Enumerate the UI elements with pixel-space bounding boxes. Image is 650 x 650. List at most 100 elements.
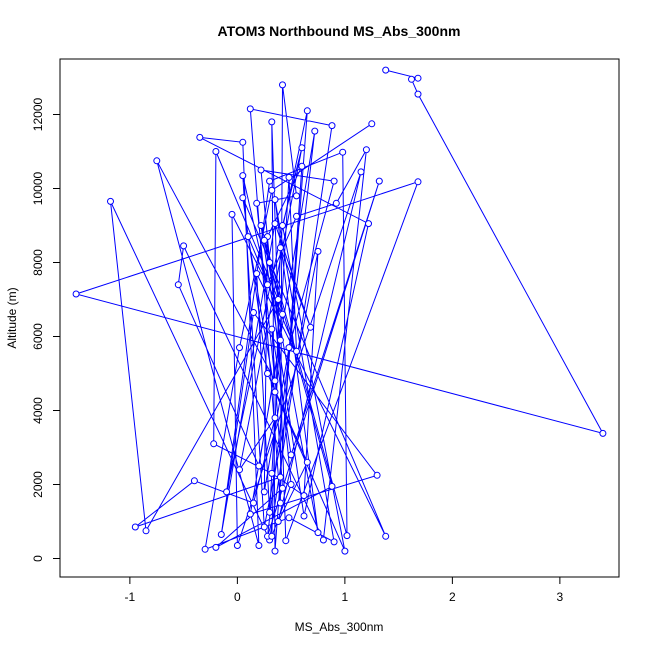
data-point: [339, 148, 347, 156]
data-point: [343, 532, 351, 540]
data-point: [174, 281, 182, 289]
data-point: [408, 75, 415, 83]
data-point: [276, 473, 284, 481]
y-tick-label: 10000: [31, 171, 45, 205]
x-tick-label: 1: [342, 590, 349, 604]
data-point: [236, 466, 243, 474]
data-point: [260, 523, 268, 531]
data-point: [287, 451, 295, 459]
data-point: [303, 458, 311, 466]
plot-area: [72, 66, 607, 555]
data-point: [266, 177, 274, 185]
data-point: [210, 440, 218, 448]
data-point: [276, 336, 284, 344]
data-point: [279, 310, 286, 318]
data-point: [279, 81, 286, 89]
x-axis: -1 0 1 2 3: [125, 576, 564, 604]
data-point: [268, 118, 276, 126]
data-point: [271, 196, 279, 204]
data-point: [382, 66, 390, 74]
x-axis-label: MS_Abs_300nm: [295, 620, 384, 634]
data-point: [330, 177, 338, 185]
data-point: [246, 105, 254, 113]
data-point: [228, 210, 236, 218]
data-point: [414, 178, 422, 186]
data-point: [311, 127, 319, 135]
data-point: [300, 512, 308, 520]
y-axis: 0 2000 4000 6000 8000 10000 12000: [31, 97, 61, 562]
data-point: [257, 166, 265, 174]
data-point: [244, 233, 252, 241]
data-point: [271, 547, 279, 555]
data-point: [373, 471, 381, 479]
data-point: [257, 222, 265, 229]
data-point: [271, 220, 279, 228]
data-point: [239, 138, 247, 146]
data-point: [271, 377, 279, 385]
data-point: [274, 518, 282, 525]
data-point: [307, 323, 314, 331]
data-point: [285, 173, 293, 181]
data-point: [365, 220, 372, 228]
data-point: [368, 120, 376, 128]
y-tick-label: 6000: [31, 323, 45, 350]
data-point: [260, 236, 268, 244]
data-point: [300, 492, 308, 500]
data-point: [268, 186, 276, 194]
data-point: [328, 122, 336, 130]
data-point: [330, 538, 338, 546]
data-point: [131, 523, 139, 531]
data-point: [414, 90, 422, 98]
data-point: [72, 290, 80, 298]
data-point: [382, 532, 390, 540]
data-point: [282, 537, 290, 545]
data-point: [285, 514, 293, 522]
data-point: [266, 508, 274, 516]
data-point: [260, 488, 268, 496]
data-point: [274, 296, 282, 303]
data-point: [332, 199, 340, 207]
x-tick-label: 2: [449, 590, 456, 604]
y-tick-label: 2000: [31, 471, 45, 498]
data-point: [246, 510, 254, 518]
y-axis-label: Altitude (m): [5, 287, 19, 348]
data-point: [255, 542, 263, 549]
data-point: [328, 482, 336, 490]
data-point: [190, 477, 198, 485]
y-tick-label: 12000: [31, 97, 45, 131]
data-point: [298, 144, 306, 152]
data-point: [298, 162, 306, 170]
data-point: [180, 242, 188, 250]
data-point: [253, 270, 261, 278]
data-point: [293, 347, 300, 355]
x-tick-label: -1: [125, 590, 136, 604]
data-point: [250, 499, 257, 507]
data-point: [264, 370, 271, 377]
data-point: [303, 107, 311, 115]
data-point: [268, 325, 276, 333]
data-point: [253, 199, 261, 207]
data-point: [271, 414, 279, 422]
data-point: [223, 488, 231, 496]
data-point: [250, 309, 257, 316]
data-point: [196, 133, 204, 141]
data-point: [212, 148, 220, 155]
data-point: [314, 247, 322, 255]
data-point: [599, 429, 607, 437]
data-point: [268, 469, 276, 477]
data-point: [107, 197, 114, 205]
data-point: [319, 536, 327, 544]
data-point: [255, 462, 263, 470]
data-point: [212, 543, 220, 551]
data-point: [233, 542, 241, 549]
data-point: [201, 545, 209, 553]
data-point: [276, 499, 284, 507]
series-line: [74, 69, 604, 552]
data-point: [293, 192, 300, 200]
chart-title: ATOM3 Northbound MS_Abs_300nm: [218, 23, 461, 39]
data-point: [239, 172, 247, 180]
data-point: [266, 259, 274, 266]
data-point: [285, 344, 293, 352]
data-point: [268, 532, 276, 540]
